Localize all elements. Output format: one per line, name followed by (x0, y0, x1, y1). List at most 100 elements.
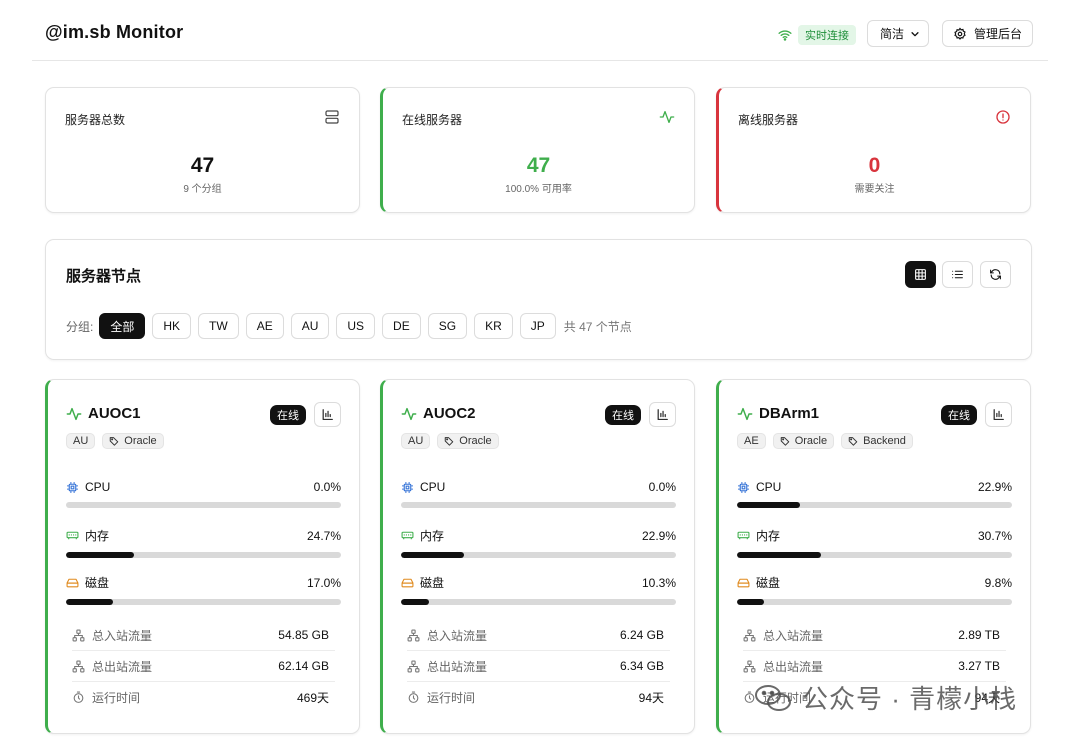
cpu-label: CPU (756, 480, 782, 494)
cpu-icon (402, 481, 413, 493)
traffic-in-row: 总入站流量 6.24 GB (407, 620, 670, 651)
cpu-bar (737, 502, 1012, 508)
disk-bar-fill (737, 599, 764, 605)
cpu-icon (738, 481, 749, 493)
list-view-button[interactable] (942, 261, 973, 288)
group-chip-de[interactable]: DE (382, 313, 421, 339)
server-card[interactable]: AUOC1 在线 AU Oracle CPU 0.0% 内存 24.7% 磁盘 1… (45, 379, 360, 734)
region-tag: AU (401, 433, 431, 449)
refresh-button[interactable] (980, 261, 1011, 288)
provider-tag: Oracle (102, 433, 164, 449)
uptime-value: 94天 (638, 691, 664, 705)
disk-label: 磁盘 (85, 576, 110, 590)
group-chip-tw[interactable]: TW (198, 313, 239, 339)
group-chip-sg[interactable]: SG (427, 313, 468, 339)
memory-label: 内存 (420, 529, 445, 543)
wifi-icon (778, 30, 792, 41)
tag-label: Backend (863, 435, 906, 447)
language-select[interactable]: 简洁 (867, 20, 929, 47)
group-chip-us[interactable]: US (336, 313, 376, 339)
tag-icon (848, 437, 858, 446)
provider-tag: Oracle (437, 433, 499, 449)
traffic-out-label: 总出站流量 (92, 659, 153, 674)
server-name: AUOC2 (423, 405, 476, 422)
timer-icon (744, 691, 755, 703)
list-icon (952, 270, 963, 279)
disk-metric: 磁盘 17.0% (66, 574, 341, 605)
nodes-panel: 服务器节点 分组: 全部 HK TW AE AU US DE SG KR JP … (45, 239, 1032, 360)
stat-card-offline: 离线服务器 0 需要关注 (716, 87, 1031, 213)
server-card[interactable]: AUOC2 在线 AU Oracle CPU 0.0% 内存 22.9% 磁盘 1… (380, 379, 695, 734)
network-icon (743, 629, 756, 641)
group-chip-all[interactable]: 全部 (99, 313, 146, 339)
server-name: DBArm1 (759, 405, 820, 422)
server-chart-button[interactable] (985, 402, 1012, 427)
traffic-in-label: 总入站流量 (92, 628, 153, 643)
network-icon (407, 629, 420, 641)
disk-value: 17.0% (306, 575, 341, 590)
activity-icon (401, 407, 417, 420)
cpu-value: 22.9% (977, 480, 1012, 494)
server-header: AUOC1 (66, 405, 141, 422)
traffic-in-value: 54.85 GB (278, 628, 329, 642)
cpu-metric: CPU 0.0% (401, 480, 676, 508)
cpu-metric: CPU 22.9% (737, 480, 1012, 508)
disk-value: 9.8% (984, 575, 1012, 590)
server-card[interactable]: DBArm1 在线 AE Oracle Backend CPU 22.9% 内存 3… (716, 379, 1031, 734)
stat-value: 47 (526, 154, 551, 177)
cpu-bar-fill (737, 502, 800, 508)
memory-bar-fill (66, 552, 134, 558)
gear-icon (954, 27, 966, 40)
region-tag: AE (737, 433, 766, 449)
disk-bar (737, 599, 1012, 605)
top-header: @im.sb Monitor 实时连接 简洁 管理后台 (32, 0, 1048, 61)
disk-label: 磁盘 (420, 576, 445, 590)
tag-icon (110, 437, 119, 446)
network-icon (407, 660, 420, 672)
admin-label: 管理后台 (973, 27, 1022, 41)
group-chip-hk[interactable]: HK (152, 313, 192, 339)
stat-value: 0 (868, 154, 881, 177)
tag-label: Oracle (459, 435, 492, 447)
watermark: 公众号 · 青檬小栈 (752, 679, 1017, 716)
activity-icon (737, 407, 753, 420)
traffic-out-row: 总出站流量 6.34 GB (407, 651, 670, 682)
online-badge: 在线 (941, 405, 977, 425)
traffic-in-label: 总入站流量 (763, 628, 824, 643)
memory-label: 内存 (756, 529, 781, 543)
cpu-value: 0.0% (313, 480, 341, 494)
group-chip-au[interactable]: AU (290, 313, 330, 339)
admin-button[interactable]: 管理后台 (942, 20, 1033, 47)
stat-sub: 9 个分组 (183, 184, 222, 195)
timer-icon (408, 691, 419, 703)
cpu-icon (67, 481, 78, 493)
cpu-label: CPU (85, 480, 111, 494)
bar-chart-icon (993, 409, 1004, 420)
memory-bar (66, 552, 341, 558)
traffic-in-row: 总入站流量 2.89 TB (743, 620, 1006, 651)
bar-chart-icon (322, 409, 333, 420)
memory-label: 内存 (85, 529, 110, 543)
server-name: AUOC1 (88, 405, 141, 422)
uptime-label: 运行时间 (92, 691, 141, 705)
traffic-in-value: 6.24 GB (619, 628, 664, 642)
server-chart-button[interactable] (649, 402, 676, 427)
group-label: 分组: (66, 319, 94, 334)
server-chart-button[interactable] (314, 402, 341, 427)
grid-view-button[interactable] (905, 261, 936, 288)
network-icon (72, 629, 85, 641)
group-chip-ae[interactable]: AE (245, 313, 284, 339)
group-chip-jp[interactable]: JP (519, 313, 556, 339)
stat-title: 服务器总数 (65, 113, 126, 127)
disk-value: 10.3% (641, 575, 676, 590)
uptime-value: 469天 (296, 691, 329, 705)
disk-metric: 磁盘 10.3% (401, 574, 676, 605)
refresh-icon (990, 269, 1001, 280)
group-chip-kr[interactable]: KR (474, 313, 513, 339)
stat-sub: 100.0% 可用率 (505, 184, 572, 195)
chevron-down-icon (911, 31, 919, 36)
uptime-value: 94天 (974, 691, 1000, 705)
disk-bar-fill (66, 599, 113, 605)
traffic-in-label: 总入站流量 (427, 628, 488, 643)
memory-icon (401, 531, 414, 540)
